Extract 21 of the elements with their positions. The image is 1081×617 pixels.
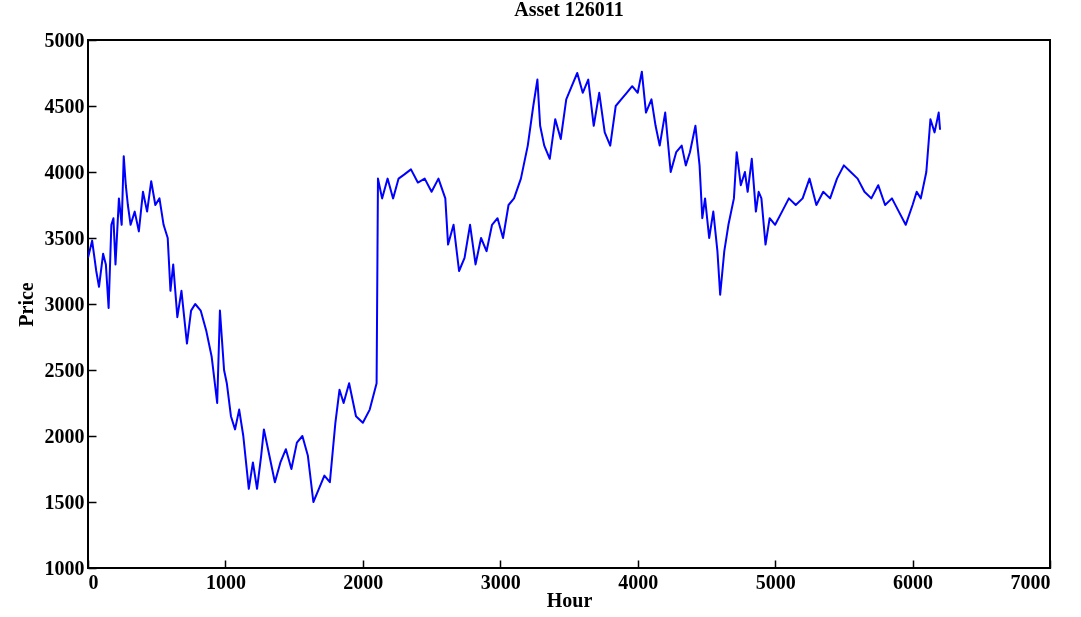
- chart-title: Asset 126011: [514, 0, 624, 20]
- y-tick-label: 3500: [44, 226, 85, 249]
- x-tick-label: 7000: [1010, 570, 1051, 593]
- y-tick-label: 1500: [44, 490, 85, 513]
- x-tick-label: 1000: [205, 570, 246, 593]
- x-tick-label: 6000: [893, 570, 934, 593]
- x-tick-label: 0: [88, 570, 99, 593]
- y-tick-label: 1000: [44, 556, 85, 579]
- y-tick-label: 2000: [44, 424, 85, 447]
- x-tick-label: 4000: [618, 570, 659, 593]
- y-axis-title: Price: [14, 282, 37, 327]
- x-tick-label: 3000: [480, 570, 521, 593]
- y-tick-label: 2500: [44, 358, 85, 381]
- y-tick-label: 4500: [44, 94, 85, 117]
- x-axis-title: Hour: [546, 588, 593, 611]
- y-tick-label: 5000: [44, 28, 85, 51]
- y-tick-label: 3000: [44, 292, 85, 315]
- x-tick-label: 2000: [343, 570, 384, 593]
- line-series: [88, 70, 942, 503]
- y-tick-label: 4000: [44, 160, 85, 183]
- x-tick-label: 5000: [755, 570, 796, 593]
